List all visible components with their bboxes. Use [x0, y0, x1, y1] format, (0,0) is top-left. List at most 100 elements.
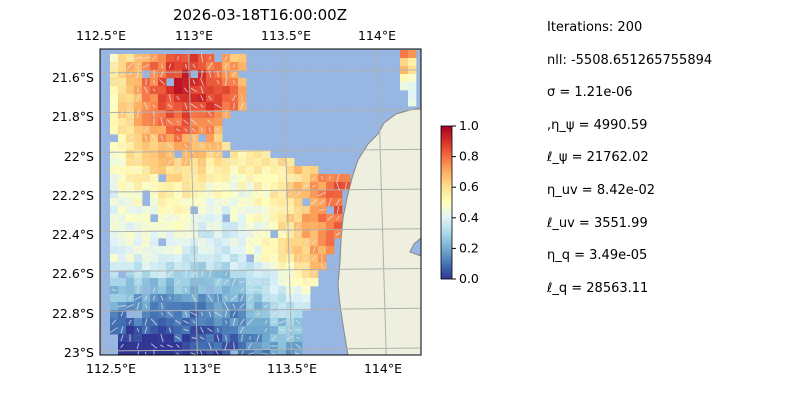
velocity-vector: [232, 223, 236, 229]
velocity-vector: [200, 86, 204, 94]
velocity-vector: [190, 119, 198, 125]
field-cell: [238, 166, 247, 175]
velocity-vector: [120, 334, 124, 342]
velocity-vector: [240, 191, 244, 197]
field-cell: [142, 270, 151, 279]
field-cell: [230, 86, 239, 95]
field-cell: [110, 230, 119, 239]
field-cell: [190, 278, 199, 287]
velocity-vector: [128, 223, 132, 229]
velocity-vector: [176, 128, 180, 132]
colorbar-tick-label: 1.0: [459, 118, 479, 133]
velocity-vector: [191, 151, 197, 157]
velocity-vector: [280, 167, 284, 173]
field-cell: [174, 102, 183, 111]
velocity-vector: [207, 233, 213, 235]
field-cell: [142, 342, 151, 351]
field-cell: [126, 342, 135, 351]
velocity-vector: [286, 223, 294, 229]
velocity-vector: [207, 119, 213, 125]
velocity-vector: [199, 231, 205, 237]
field-cell: [222, 102, 231, 111]
velocity-vector: [296, 254, 300, 262]
field-cell: [190, 142, 199, 151]
velocity-vector: [217, 70, 219, 78]
field-cell: [126, 214, 135, 223]
field-cell: [278, 182, 287, 191]
field-cell: [222, 190, 231, 199]
field-cell: [334, 222, 343, 231]
velocity-vector: [289, 176, 291, 180]
field-cell: [222, 350, 231, 355]
field-cell: [182, 254, 191, 263]
velocity-vector: [191, 167, 197, 173]
velocity-vector: [264, 263, 268, 269]
velocity-vector: [253, 273, 263, 275]
velocity-vector: [224, 55, 228, 61]
velocity-vector: [126, 119, 134, 125]
velocity-vector: [239, 246, 245, 254]
field-cell: [190, 342, 199, 351]
field-cell: [134, 182, 143, 191]
velocity-vector: [238, 222, 246, 230]
field-cell: [182, 294, 191, 303]
field-cell: [238, 78, 247, 87]
velocity-vector: [141, 56, 151, 60]
field-cell: [270, 238, 279, 247]
field-cell: [150, 262, 159, 271]
velocity-vector: [152, 287, 156, 293]
field-cell: [134, 150, 143, 159]
colorbar-tick-label: 0.0: [459, 271, 479, 286]
stat-ell-psi: ℓ_ψ = 21762.02: [547, 150, 649, 166]
velocity-vector: [112, 214, 116, 222]
velocity-vector: [305, 288, 307, 292]
velocity-vector: [231, 230, 237, 238]
field-cell: [126, 94, 135, 103]
velocity-vector: [184, 102, 188, 110]
velocity-vector: [127, 55, 133, 61]
velocity-vector: [160, 264, 164, 268]
velocity-vector: [230, 295, 238, 301]
field-cell: [214, 342, 223, 351]
velocity-vector: [184, 63, 188, 69]
velocity-vector: [135, 271, 141, 277]
velocity-vector: [134, 295, 142, 301]
parallel-gridline: [100, 228, 421, 233]
velocity-vector: [175, 199, 181, 205]
velocity-vector: [224, 320, 228, 324]
velocity-vector: [240, 264, 244, 268]
field-cell: [286, 254, 295, 263]
field-cell: [326, 190, 335, 199]
velocity-vector: [200, 271, 204, 277]
velocity-vector: [128, 206, 132, 214]
velocity-vector: [295, 174, 301, 182]
velocity-vector: [271, 190, 277, 198]
field-cell: [230, 286, 239, 295]
field-cell: [278, 294, 287, 303]
field-cell: [166, 126, 175, 135]
velocity-vector: [271, 335, 277, 341]
velocity-vector: [167, 142, 173, 150]
field-cell: [126, 350, 135, 355]
field-cell: [270, 214, 279, 223]
velocity-vector: [200, 326, 204, 334]
field-cell: [286, 166, 295, 175]
field-cell: [158, 326, 167, 335]
field-cell: [174, 78, 183, 87]
field-cell: [294, 182, 303, 191]
field-cell: [408, 98, 417, 107]
field-cell: [110, 302, 119, 311]
field-cell: [166, 54, 175, 63]
field-cell: [230, 190, 239, 199]
velocity-vector: [142, 175, 150, 181]
velocity-vector: [191, 294, 197, 302]
field-cell: [246, 326, 255, 335]
field-cell: [182, 302, 191, 311]
velocity-vector: [111, 319, 117, 325]
velocity-vector: [336, 174, 340, 182]
velocity-vector: [288, 192, 292, 196]
velocity-vector: [144, 168, 148, 172]
field-cell: [150, 198, 159, 207]
stat-iterations: Iterations: 200: [547, 20, 643, 35]
velocity-vector: [141, 255, 151, 261]
